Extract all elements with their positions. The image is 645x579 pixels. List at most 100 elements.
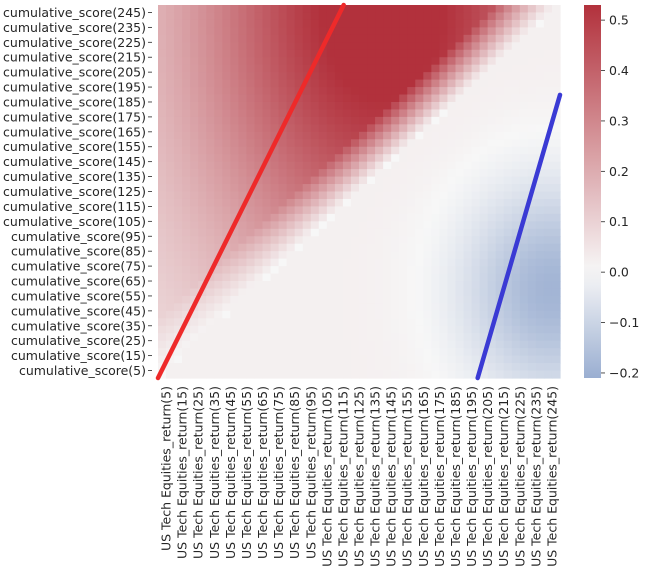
heatmap-cell xyxy=(367,221,376,230)
heatmap-cell xyxy=(246,139,256,148)
heatmap-cell xyxy=(487,310,497,319)
heatmap-cell xyxy=(262,370,272,379)
heatmap-cell xyxy=(471,94,481,103)
heatmap-cell xyxy=(174,87,183,96)
heatmap-cell xyxy=(511,57,521,66)
heatmap-cell xyxy=(270,325,280,334)
heatmap-cell xyxy=(479,109,489,118)
heatmap-cell xyxy=(166,42,175,51)
heatmap-cell xyxy=(350,236,360,245)
heatmap-cell xyxy=(350,154,360,163)
heatmap-cell xyxy=(367,251,376,260)
colorbar-tick-label: 0.2 xyxy=(609,164,629,179)
heatmap-cell xyxy=(190,101,199,111)
heatmap-cell xyxy=(463,363,473,372)
heatmap-cell xyxy=(174,206,183,215)
heatmap-cell xyxy=(407,27,416,36)
heatmap-cell xyxy=(399,228,408,237)
heatmap-cell xyxy=(350,139,360,148)
heatmap-cell xyxy=(391,94,400,103)
heatmap-cell xyxy=(415,325,424,334)
heatmap-cell xyxy=(254,340,264,349)
heatmap-cell xyxy=(254,154,264,163)
heatmap-cell xyxy=(551,355,561,364)
heatmap-cell xyxy=(174,266,183,275)
heatmap-cell xyxy=(439,101,449,111)
heatmap-cell xyxy=(190,348,199,357)
heatmap-cell xyxy=(222,109,231,118)
heatmap-cell xyxy=(543,109,553,118)
heatmap-cell xyxy=(182,221,191,230)
heatmap-cell xyxy=(399,34,408,43)
heatmap-cell xyxy=(246,213,256,222)
heatmap-cell xyxy=(519,154,529,163)
heatmap-cell xyxy=(270,176,280,185)
heatmap-cell xyxy=(439,355,449,364)
heatmap-cell xyxy=(262,94,272,103)
heatmap-cell xyxy=(334,154,344,163)
heatmap-cell xyxy=(471,281,481,290)
heatmap-cell xyxy=(326,34,336,43)
heatmap-cell xyxy=(383,57,392,66)
heatmap-cell xyxy=(391,57,400,66)
heatmap-cell xyxy=(463,19,473,28)
heatmap-cell xyxy=(407,206,416,215)
heatmap-cell xyxy=(519,5,529,14)
heatmap-cell xyxy=(527,318,537,327)
heatmap-cell xyxy=(342,236,352,245)
heatmap-cell xyxy=(230,49,239,58)
heatmap-cell xyxy=(455,12,465,21)
heatmap-cell xyxy=(487,12,497,21)
heatmap-cell xyxy=(246,5,256,14)
heatmap-cell xyxy=(487,87,497,96)
heatmap-cell xyxy=(455,154,465,163)
heatmap-cell xyxy=(214,325,223,334)
heatmap-cell xyxy=(342,333,352,342)
heatmap-cell xyxy=(262,340,272,349)
heatmap-cell xyxy=(463,370,473,379)
heatmap-cell xyxy=(166,57,175,66)
heatmap-cell xyxy=(367,169,376,178)
heatmap-cell xyxy=(262,12,272,21)
heatmap-cell xyxy=(535,139,545,148)
heatmap-cell xyxy=(391,206,400,215)
heatmap-cell xyxy=(318,34,328,43)
heatmap-cell xyxy=(294,340,304,349)
heatmap-cell xyxy=(158,101,167,111)
heatmap-cell xyxy=(206,370,215,379)
heatmap-cell xyxy=(391,243,400,252)
heatmap-cell xyxy=(431,161,440,170)
heatmap-cell xyxy=(455,213,465,222)
heatmap-cell xyxy=(342,355,352,364)
heatmap-cell xyxy=(294,318,304,327)
heatmap-cell xyxy=(190,27,199,36)
heatmap-cell xyxy=(359,72,368,81)
heatmap-cell xyxy=(198,94,207,103)
heatmap-cell xyxy=(262,139,272,148)
heatmap-cell xyxy=(551,87,561,96)
heatmap-cell xyxy=(270,124,280,133)
heatmap-cell xyxy=(383,191,392,200)
heatmap-cell xyxy=(551,79,561,88)
heatmap-cell xyxy=(487,295,497,304)
y-tick-label: cumulative_score(175) xyxy=(3,109,146,124)
heatmap-cell xyxy=(367,94,376,103)
heatmap-cell xyxy=(182,109,191,118)
heatmap-cell xyxy=(310,295,320,304)
heatmap-cell xyxy=(543,49,553,58)
heatmap-cell xyxy=(222,303,231,312)
heatmap-cell xyxy=(174,273,183,282)
heatmap-cell xyxy=(447,109,457,118)
heatmap-cell xyxy=(238,94,248,103)
heatmap-cell xyxy=(342,5,352,14)
heatmap-cell xyxy=(415,146,424,155)
heatmap-cell xyxy=(383,101,392,111)
heatmap-cell xyxy=(158,348,167,357)
heatmap-cell xyxy=(463,139,473,148)
heatmap-cell xyxy=(246,318,256,327)
heatmap-cell xyxy=(535,146,545,155)
heatmap-cell xyxy=(519,64,529,73)
heatmap-cell xyxy=(399,258,408,267)
heatmap-cell xyxy=(302,191,312,200)
heatmap-cell xyxy=(527,19,537,28)
